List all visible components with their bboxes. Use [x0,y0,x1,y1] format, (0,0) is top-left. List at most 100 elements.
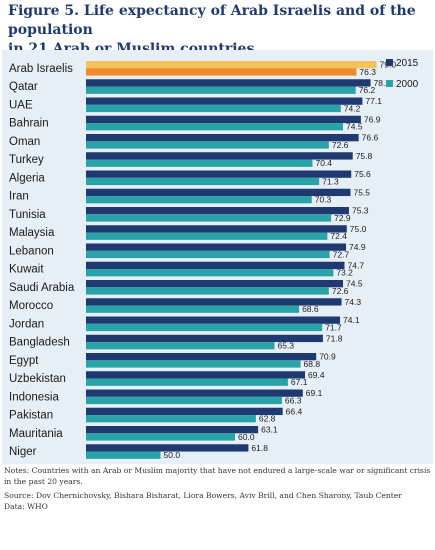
bar-bahrain-2015 [86,115,361,124]
value-label-algeria-2000: 71.3 [322,176,339,186]
value-label-qatar-2000: 76.2 [359,85,376,95]
legend-swatch-2000 [386,80,393,87]
value-label-tunisia-2000: 72.9 [334,213,351,223]
category-label-tunisia: Tunisia [9,209,46,221]
value-label-saudi-arabia-2000: 72.6 [332,286,349,296]
value-label-bangladesh-2000: 65.3 [277,341,294,351]
bar-iran-2000 [86,196,312,204]
bar-bangladesh-2015 [86,334,323,343]
value-label-turkey-2015: 75.8 [356,151,373,161]
bar-lebanon-2000 [86,250,330,259]
category-label-bahrain: Bahrain [9,118,49,130]
bar-egypt-2000 [86,360,301,368]
data-line: Data: WHO [4,501,48,511]
bar-jordan-2015 [86,316,341,324]
source-text: Source: Dov Chernichovsky, Bishara Bisha… [4,491,432,512]
bar-turkey-2000 [86,159,313,167]
value-label-morocco-2000: 68.6 [302,304,319,314]
category-label-morocco: Morocco [9,300,53,312]
category-label-mauritania: Mauritania [9,428,63,440]
source-line: Source: Dov Chernichovsky, Bishara Bisha… [4,491,402,500]
value-label-morocco-2015: 74.3 [345,297,362,307]
category-label-iran: Iran [9,191,29,203]
category-label-lebanon: Lebanon [9,245,54,257]
bar-morocco-2000 [86,305,300,313]
legend-label-2015: 2015 [396,58,419,69]
value-label-lebanon-2000: 72.7 [333,249,350,259]
value-label-niger-2015: 61.8 [251,443,268,453]
category-label-jordan: Jordan [9,318,44,330]
bar-mauritania-2000 [86,433,235,441]
notes-text: Notes: Countries with an Arab or Muslim … [4,466,431,486]
category-label-pakistan: Pakistan [9,410,53,422]
bar-iran-2015 [86,188,351,197]
value-label-malaysia-2015: 75.0 [350,224,367,234]
category-label-arab-israelis: Arab Israelis [9,63,73,75]
bar-indonesia-2015 [86,389,303,397]
category-label-niger: Niger [9,446,37,458]
category-label-saudi-arabia: Saudi Arabia [9,282,75,294]
bar-algeria-2015 [86,170,352,178]
value-label-pakistan-2000: 62.8 [259,414,276,424]
value-label-oman-2015: 76.6 [362,133,379,143]
value-label-lebanon-2015: 74.9 [349,242,366,252]
value-label-jordan-2000: 71.7 [325,322,342,332]
bar-qatar-2000 [86,86,356,94]
bar-bahrain-2000 [86,123,344,131]
value-label-kuwait-2015: 74.7 [348,260,365,270]
category-label-uzbekistan: Uzbekistan [9,373,66,385]
bar-arab-israelis-2000 [86,68,357,76]
value-label-uzbekistan-2015: 69.4 [308,370,325,380]
bar-tunisia-2000 [86,214,332,222]
value-label-mauritania-2000: 60.0 [238,432,255,442]
value-label-malaysia-2000: 72.4 [330,231,347,241]
category-label-qatar: Qatar [9,81,38,93]
bar-oman-2000 [86,141,329,149]
legend-label-2000: 2000 [396,79,419,90]
value-label-oman-2000: 72.6 [332,140,349,150]
value-label-indonesia-2015: 69.1 [306,388,323,398]
category-label-uae: UAE [9,99,33,111]
value-label-tunisia-2015: 75.3 [352,206,369,216]
bar-niger-2015 [86,444,249,452]
value-label-iran-2015: 75.5 [353,187,370,197]
bar-bangladesh-2000 [86,342,275,350]
value-label-indonesia-2000: 66.3 [285,395,302,405]
bar-jordan-2000 [86,323,323,332]
value-label-iran-2000: 70.3 [315,195,332,205]
value-label-niger-2000: 50.0 [164,450,181,460]
value-label-qatar-2015: 78.2 [374,78,391,88]
bar-uae-2000 [86,104,341,113]
value-label-uae-2000: 74.2 [344,103,361,113]
bar-morocco-2015 [86,298,342,306]
bar-mauritania-2015 [86,426,259,434]
value-label-jordan-2015: 74.1 [343,315,360,325]
value-label-egypt-2015: 70.9 [319,352,336,362]
bar-saudi-arabia-2000 [86,287,329,295]
value-label-egypt-2000: 68.8 [304,359,321,369]
category-label-turkey: Turkey [9,154,44,166]
bar-kuwait-2000 [86,269,334,277]
bar-qatar-2015 [86,79,371,87]
bar-uae-2015 [86,97,363,105]
value-label-saudi-arabia-2015: 74.5 [346,279,363,289]
value-label-turkey-2000: 70.4 [315,158,332,168]
bar-tunisia-2015 [86,207,349,215]
bar-uzbekistan-2000 [86,378,288,386]
value-label-kuwait-2000: 73.2 [336,268,353,278]
value-label-bangladesh-2015: 71.8 [326,333,343,343]
legend-swatch-2015 [386,59,393,66]
bar-malaysia-2000 [86,232,328,240]
bar-turkey-2015 [86,152,353,160]
bar-pakistan-2000 [86,415,256,423]
life-expectancy-bar-chart: Arab Israelis79.076.3Qatar78.276.2UAE77.… [9,58,419,460]
chart-notes: Notes: Countries with an Arab or Muslim … [4,466,432,516]
bar-oman-2015 [86,134,359,142]
bar-egypt-2015 [86,353,317,361]
chart-panel: Arab Israelis79.076.3Qatar78.276.2UAE77.… [2,50,433,464]
bar-uzbekistan-2015 [86,371,306,379]
bar-algeria-2000 [86,177,320,186]
category-label-egypt: Egypt [9,355,39,367]
bar-pakistan-2015 [86,407,283,416]
category-label-oman: Oman [9,136,40,148]
